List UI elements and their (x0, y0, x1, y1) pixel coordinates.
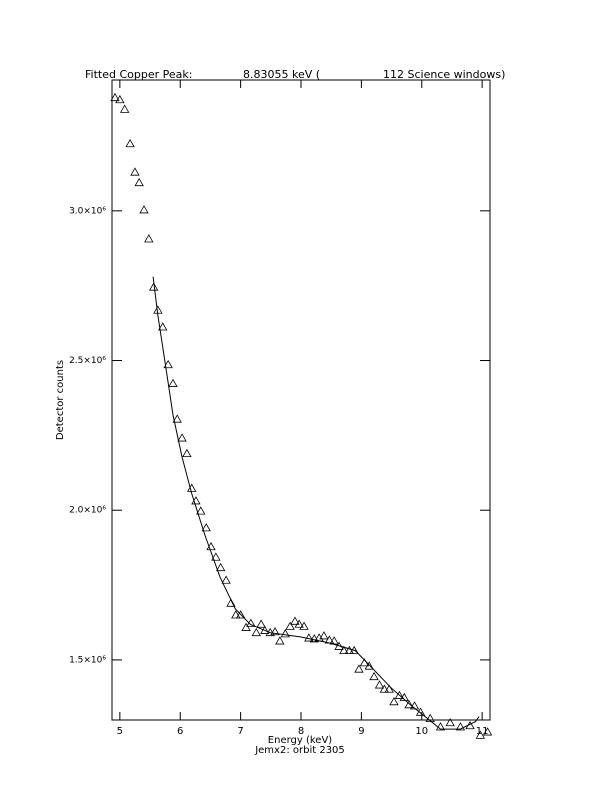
data-point (134, 177, 144, 187)
data-point (404, 700, 414, 709)
x-tick-label: 8 (298, 726, 304, 737)
x-tick-label: 11 (476, 726, 489, 737)
data-point (475, 730, 486, 739)
data-point (425, 713, 435, 722)
data-point (125, 138, 135, 148)
data-point (482, 727, 493, 736)
data-point (445, 717, 455, 727)
data-point (251, 627, 262, 637)
data-point (110, 92, 120, 102)
data-point (394, 690, 405, 699)
data-point (163, 359, 173, 369)
data-point (221, 575, 231, 584)
data-point (158, 322, 168, 331)
x-tick-label: 9 (358, 726, 364, 737)
x-tick-label: 7 (237, 726, 243, 737)
data-point (226, 598, 236, 607)
data-point (130, 167, 140, 176)
data-point (211, 552, 221, 561)
data-point (172, 414, 182, 423)
x-tick-label: 5 (117, 726, 123, 737)
data-point (196, 506, 206, 515)
data-point (177, 433, 187, 442)
data-point (241, 622, 251, 631)
data-point (280, 629, 290, 638)
x-tick-label: 10 (415, 726, 428, 737)
data-point (285, 621, 295, 630)
data-point (354, 664, 364, 673)
data-point (256, 619, 266, 628)
data-point (374, 680, 385, 689)
y-tick-label: 2.0×10⁶ (69, 506, 106, 516)
data-point (290, 616, 300, 625)
data-point (304, 633, 314, 642)
data-point (139, 205, 149, 214)
chart-title: 8.83055 keV ( (243, 68, 320, 81)
data-point (235, 610, 246, 619)
y-tick-label: 2.5×10⁶ (69, 356, 106, 366)
data-point (379, 684, 390, 693)
data-point (369, 671, 379, 681)
subtitle: Jemx2: orbit 2305 (254, 745, 345, 756)
x-axis-label: Energy (keV) (268, 735, 333, 746)
y-tick-label: 1.5×10⁶ (69, 655, 106, 665)
data-point (384, 684, 394, 693)
data-point (144, 234, 154, 243)
data-point (294, 619, 304, 628)
x-tick-label: 6 (177, 726, 183, 737)
data-point (148, 282, 159, 291)
data-point (319, 631, 329, 640)
data-point (270, 626, 280, 636)
chart-title: Fitted Copper Peak: (85, 68, 192, 81)
y-tick-label: 3.0×10⁶ (69, 206, 106, 216)
data-point (339, 645, 349, 655)
data-point (216, 562, 226, 572)
data-point (389, 697, 399, 706)
data-point (115, 94, 125, 104)
data-point (344, 645, 354, 655)
data-point (231, 610, 241, 619)
chart-title: 112 Science windows) (383, 68, 505, 81)
data-point (201, 523, 211, 532)
data-point (364, 661, 374, 670)
fit-line (152, 276, 480, 730)
data-point (435, 722, 446, 731)
y-axis-label: Detector counts (55, 360, 66, 440)
data-point (455, 722, 466, 731)
data-point (299, 621, 309, 630)
data-point (409, 701, 420, 710)
data-point (182, 448, 192, 458)
data-point (119, 104, 130, 113)
data-point (275, 636, 285, 645)
data-point (168, 378, 178, 387)
